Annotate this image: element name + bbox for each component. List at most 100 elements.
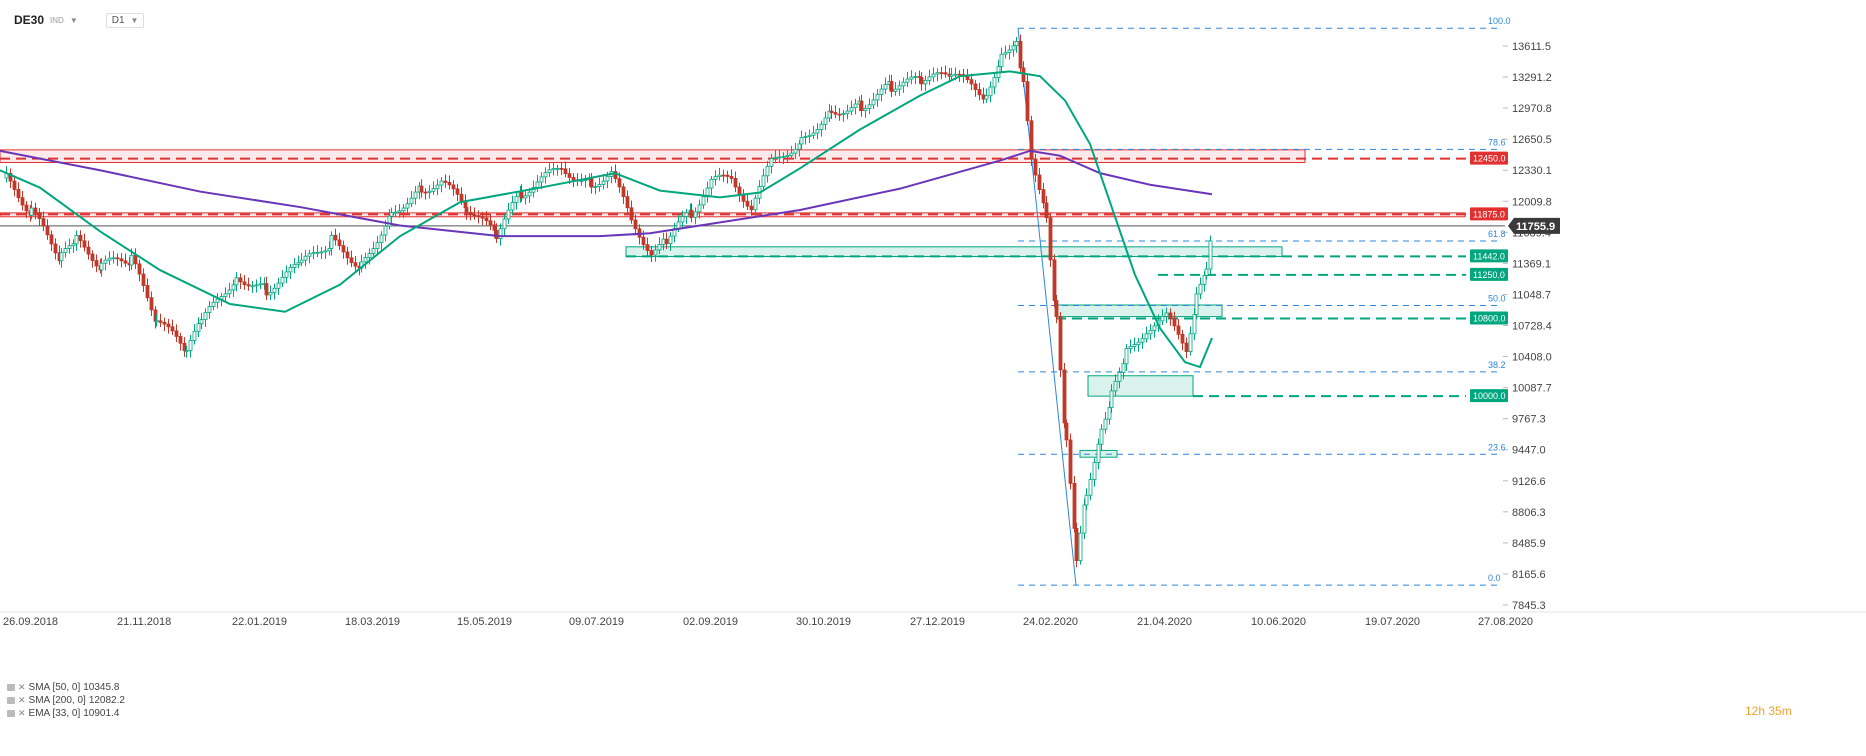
y-tick-label: 8165.6 (1512, 569, 1546, 581)
price-level-tag (1470, 311, 1508, 325)
candle (745, 200, 750, 207)
candle (697, 204, 702, 213)
fib-label: 50.0 (1488, 293, 1506, 303)
candle (871, 99, 876, 106)
candle (196, 323, 201, 332)
candle (59, 252, 64, 262)
candle (141, 273, 146, 286)
y-tick-label: 9447.0 (1512, 445, 1546, 457)
settings-icon[interactable] (7, 684, 15, 691)
candle (1184, 342, 1189, 352)
candle (435, 184, 440, 190)
candle (464, 207, 469, 213)
y-tick-label: 13291.2 (1512, 72, 1552, 84)
candle (807, 134, 812, 137)
candle (984, 95, 989, 100)
candle (1096, 443, 1101, 464)
candle (733, 178, 738, 188)
candle (510, 202, 515, 211)
close-icon[interactable]: ✕ (18, 682, 26, 692)
candle (451, 184, 456, 190)
candle (158, 320, 163, 323)
candle (923, 79, 928, 85)
candle (717, 174, 722, 177)
candle (149, 297, 154, 311)
candle (264, 283, 269, 296)
candle (765, 165, 770, 177)
candle (1011, 45, 1016, 51)
chevron-down-icon[interactable]: ▼ (69, 15, 78, 25)
indicator-row-sma200[interactable]: ✕ SMA [200, 0] 12082.2 (7, 694, 125, 707)
indicator-label: SMA [200, 0] (28, 695, 86, 706)
candle (363, 257, 368, 263)
candle (427, 190, 432, 193)
candle (170, 326, 175, 332)
y-tick-label: 11369.1 (1512, 258, 1551, 270)
candle (1082, 504, 1087, 534)
x-tick-label: 18.03.2019 (345, 616, 400, 628)
candle (103, 259, 108, 264)
candle (413, 191, 418, 199)
symbol-label[interactable]: DE30 (14, 13, 45, 27)
candle (523, 195, 528, 199)
candle (1014, 41, 1019, 47)
ema33-line (0, 70, 1213, 369)
candle (909, 76, 914, 80)
candle (1144, 333, 1149, 340)
candle (401, 207, 406, 212)
candle (1180, 333, 1185, 344)
candle (1109, 390, 1114, 409)
candle (94, 260, 99, 267)
x-tick-label: 27.08.2020 (1478, 616, 1533, 628)
candle (1041, 189, 1046, 204)
candle (853, 103, 858, 109)
interval-select[interactable]: D1 ▼ (105, 12, 145, 28)
price-level-tag (1470, 267, 1508, 281)
candle-timer: 12h 35m (1745, 704, 1792, 718)
candle (793, 148, 798, 154)
candle (803, 136, 808, 138)
candle (519, 191, 524, 199)
close-icon[interactable]: ✕ (18, 695, 26, 705)
candle (345, 251, 350, 259)
settings-icon[interactable] (7, 710, 15, 717)
y-tick-label: 12970.8 (1512, 103, 1552, 115)
candle (1136, 341, 1141, 345)
price-level-tag (1470, 151, 1508, 165)
candle (701, 196, 706, 206)
candle (63, 248, 68, 254)
candle (593, 186, 598, 188)
close-icon[interactable]: ✕ (18, 708, 26, 718)
candle (1124, 348, 1129, 365)
candle (353, 262, 358, 267)
indicator-row-sma50[interactable]: ✕ SMA [50, 0] 10345.8 (7, 681, 125, 694)
candle (188, 339, 193, 351)
candle (272, 287, 277, 293)
candle (527, 191, 532, 197)
indicator-row-ema33[interactable]: ✕ EMA [33, 0] 10901.4 (7, 707, 125, 720)
candle (472, 214, 477, 217)
candle (1194, 293, 1199, 315)
candle (1202, 275, 1207, 285)
candle (242, 281, 247, 286)
candle (829, 110, 834, 113)
candle (203, 311, 208, 321)
candle (192, 330, 197, 341)
candle (973, 83, 978, 90)
candle (514, 195, 519, 203)
candle (166, 323, 171, 328)
price-level-label: 10000.0 (1473, 391, 1506, 401)
x-tick-label: 24.02.2020 (1023, 616, 1078, 628)
candle (601, 180, 606, 185)
candle (307, 253, 312, 257)
candle (1029, 120, 1034, 160)
candle (657, 244, 662, 251)
candle (781, 156, 786, 158)
candle (559, 167, 564, 170)
candle (889, 80, 894, 92)
candle (12, 180, 17, 190)
settings-icon[interactable] (7, 697, 15, 704)
candle (215, 298, 220, 303)
candle (547, 169, 552, 174)
